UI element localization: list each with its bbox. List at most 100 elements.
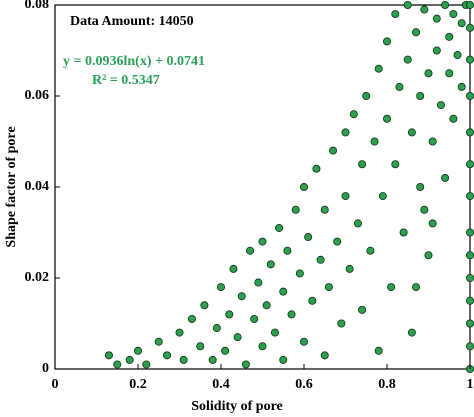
point [416, 92, 425, 101]
point [113, 360, 122, 369]
point [283, 246, 292, 255]
point [424, 69, 433, 78]
point [412, 283, 421, 292]
point [250, 314, 259, 323]
point [345, 264, 354, 273]
point [465, 319, 474, 328]
point [221, 346, 230, 355]
point [465, 128, 474, 137]
point [208, 355, 217, 364]
point [391, 160, 400, 169]
x-tick-label: 0.8 [378, 377, 396, 392]
point [225, 310, 234, 319]
point [349, 110, 358, 119]
point [275, 223, 284, 232]
point [465, 23, 474, 32]
x-tick-label: 1 [467, 377, 474, 392]
point [258, 342, 267, 351]
point [187, 314, 196, 323]
point [445, 32, 454, 41]
point [295, 269, 304, 278]
data-amount: Data Amount: 14050 [70, 14, 194, 29]
point [465, 251, 474, 260]
point [449, 10, 458, 19]
point [320, 351, 329, 360]
x-axis-label: Solidity of pore [191, 399, 283, 414]
point [246, 246, 255, 255]
point [424, 251, 433, 260]
point [374, 346, 383, 355]
point [453, 51, 462, 60]
point [196, 342, 205, 351]
point [341, 192, 350, 201]
equation: y = 0.0936ln(x) + 0.0741 [63, 54, 205, 69]
point [200, 301, 209, 310]
point [407, 328, 416, 337]
point [279, 355, 288, 364]
point [457, 19, 466, 28]
point [154, 337, 163, 346]
point [241, 360, 250, 369]
x-tick-label: 0 [52, 377, 59, 392]
point [299, 337, 308, 346]
point [308, 296, 317, 305]
point [412, 28, 421, 37]
point [237, 292, 246, 301]
point [378, 192, 387, 201]
y-tick-label: 0.06 [25, 88, 50, 103]
point [391, 10, 400, 19]
point [125, 355, 134, 364]
point [416, 182, 425, 191]
point [387, 283, 396, 292]
point [279, 287, 288, 296]
point [358, 160, 367, 169]
point [358, 305, 367, 314]
x-tick-label: 0.4 [212, 377, 230, 392]
point [436, 101, 445, 110]
point [420, 205, 429, 214]
point [229, 264, 238, 273]
point [312, 164, 321, 173]
point [233, 333, 242, 342]
point [432, 46, 441, 55]
y-tick-label: 0.04 [25, 179, 50, 194]
point [258, 237, 267, 246]
point [465, 160, 474, 169]
point [329, 146, 338, 155]
y-tick-label: 0.08 [25, 0, 50, 12]
point [270, 328, 279, 337]
point [465, 192, 474, 201]
point [403, 1, 412, 9]
point [333, 237, 342, 246]
point [465, 228, 474, 237]
point [382, 114, 391, 123]
point [428, 137, 437, 146]
point [403, 55, 412, 64]
point [441, 1, 450, 9]
point [465, 1, 474, 9]
r-squared: R² = 0.5347 [92, 73, 160, 88]
point [304, 233, 313, 242]
point [445, 69, 454, 78]
point [316, 255, 325, 264]
point [362, 92, 371, 101]
point [104, 351, 113, 360]
point [254, 278, 263, 287]
point [428, 219, 437, 228]
point [341, 128, 350, 137]
y-axis-label: Shape factor of pore [4, 126, 19, 247]
point [262, 301, 271, 310]
point [382, 37, 391, 46]
point [449, 114, 458, 123]
points [104, 1, 474, 373]
point [465, 342, 474, 351]
point [366, 246, 375, 255]
point [399, 228, 408, 237]
point [370, 137, 379, 146]
point [133, 346, 142, 355]
point [216, 283, 225, 292]
point [291, 205, 300, 214]
point [163, 351, 172, 360]
point [465, 55, 474, 64]
x-tick-label: 0.2 [129, 377, 147, 392]
